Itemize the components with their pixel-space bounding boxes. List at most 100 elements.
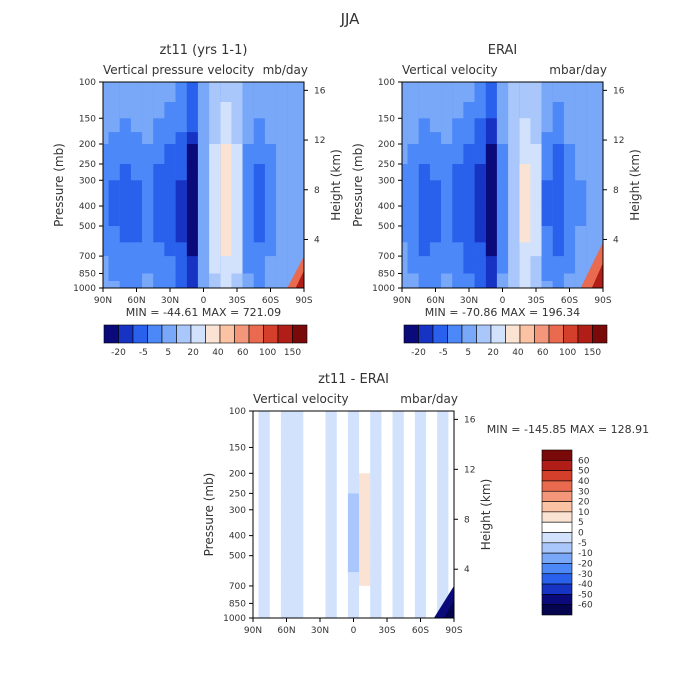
heatmap-cell <box>463 132 475 145</box>
heatmap-cell <box>253 411 259 432</box>
heatmap-cell <box>280 535 293 557</box>
colorbar-swatch <box>292 324 308 344</box>
heatmap-cell <box>347 572 360 587</box>
heatmap-cell <box>253 535 259 557</box>
heatmap-cell <box>264 242 277 257</box>
colorbar-swatch <box>418 324 434 344</box>
heatmap-cell <box>414 611 427 618</box>
colorbar-swatch <box>541 449 573 461</box>
heatmap-cell <box>426 603 438 612</box>
y2-axis-label: Height (km) <box>628 149 642 220</box>
heatmap-cell <box>264 82 277 103</box>
heatmap-cell <box>407 132 419 145</box>
heatmap-cell <box>314 509 326 537</box>
colorbar-swatch <box>234 324 250 344</box>
y-tick-label: 300 <box>378 176 395 186</box>
heatmap-cell <box>314 585 326 604</box>
colorbar-swatch <box>577 324 593 344</box>
heatmap-cell <box>292 585 304 604</box>
heatmap-cell <box>280 431 293 448</box>
heatmap-cell <box>153 273 165 282</box>
colorbar-swatch <box>476 324 492 344</box>
variable-label: Vertical velocity <box>402 63 498 77</box>
heatmap-cell <box>253 493 259 511</box>
heatmap-cell <box>474 226 486 243</box>
heatmap-cell <box>474 242 486 257</box>
heatmap-cell <box>392 411 404 432</box>
x-tick-label: 90S <box>295 296 312 306</box>
heatmap-cell <box>474 82 486 103</box>
feature-wedge-core <box>591 262 603 288</box>
heatmap-cell <box>402 281 408 288</box>
colorbar-swatch <box>541 521 573 533</box>
colorbar-swatch <box>461 324 477 344</box>
heatmap-cell <box>242 132 254 145</box>
heatmap-cell <box>414 431 427 448</box>
heatmap-cell <box>402 206 408 227</box>
heatmap-cell <box>463 144 475 165</box>
heatmap-field <box>402 82 603 288</box>
heatmap-cell <box>519 132 531 145</box>
heatmap-cell <box>142 132 154 145</box>
heatmap-cell <box>452 164 464 181</box>
heatmap-cell <box>402 118 408 133</box>
x-tick-label: 90N <box>244 626 262 636</box>
colorbar-label: 150 <box>584 348 601 358</box>
heatmap-cell <box>347 461 360 474</box>
heatmap-cell <box>119 132 131 145</box>
heatmap-cell <box>108 132 120 145</box>
heatmap-cell <box>541 206 553 227</box>
heatmap-cell <box>280 611 293 618</box>
heatmap-cell <box>298 164 304 181</box>
heatmap-cell <box>370 461 382 474</box>
heatmap-cell <box>474 256 486 274</box>
heatmap-cell <box>441 102 453 119</box>
heatmap-cell <box>186 132 198 145</box>
heatmap-cell <box>541 118 553 133</box>
heatmap-cell <box>119 226 131 243</box>
heatmap-cell <box>575 206 587 227</box>
heatmap-cell <box>418 164 430 181</box>
heatmap-cell <box>303 603 315 612</box>
heatmap-cell <box>142 206 154 227</box>
heatmap-cell <box>175 273 187 282</box>
heatmap-cell <box>402 132 408 145</box>
heatmap-cell <box>292 555 304 573</box>
colorbar-swatch <box>541 573 573 585</box>
heatmap-cell <box>437 509 449 537</box>
y-tick-label: 500 <box>79 222 96 232</box>
heatmap-cell <box>519 281 531 288</box>
heatmap-cell <box>597 82 603 103</box>
heatmap-cell <box>314 611 326 618</box>
heatmap-cell <box>276 132 288 145</box>
heatmap-cell <box>209 144 221 165</box>
heatmap-cell <box>474 273 486 282</box>
heatmap-cell <box>175 102 187 119</box>
heatmap-cell <box>586 206 598 227</box>
heatmap-cell <box>276 82 288 103</box>
heatmap-cell <box>242 206 254 227</box>
heatmap-cell <box>575 82 587 103</box>
heatmap-cell <box>519 164 531 181</box>
heatmap-cell <box>269 473 281 494</box>
heatmap-cell <box>276 102 288 119</box>
heatmap-cell <box>347 611 360 618</box>
heatmap-cell <box>220 273 232 282</box>
heatmap-cell <box>276 164 288 181</box>
heatmap-cell <box>197 164 210 181</box>
heatmap-cell <box>403 555 415 573</box>
heatmap-cell <box>370 603 382 612</box>
heatmap-cell <box>429 132 442 145</box>
heatmap-cell <box>418 180 430 207</box>
colorbar-swatch <box>541 532 573 544</box>
heatmap-cell <box>437 493 449 511</box>
heatmap-cell <box>429 164 442 181</box>
x-tick-label: 30N <box>460 296 478 306</box>
heatmap-cell <box>142 82 154 103</box>
heatmap-cell <box>287 164 299 181</box>
heatmap-cell <box>597 164 603 181</box>
heatmap-cell <box>130 206 143 227</box>
heatmap-cell <box>414 447 427 462</box>
y-tick-label: 400 <box>79 202 96 212</box>
y2-tick-label: 16 <box>613 86 625 96</box>
